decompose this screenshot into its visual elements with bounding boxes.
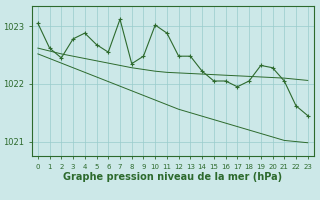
X-axis label: Graphe pression niveau de la mer (hPa): Graphe pression niveau de la mer (hPa) <box>63 172 282 182</box>
